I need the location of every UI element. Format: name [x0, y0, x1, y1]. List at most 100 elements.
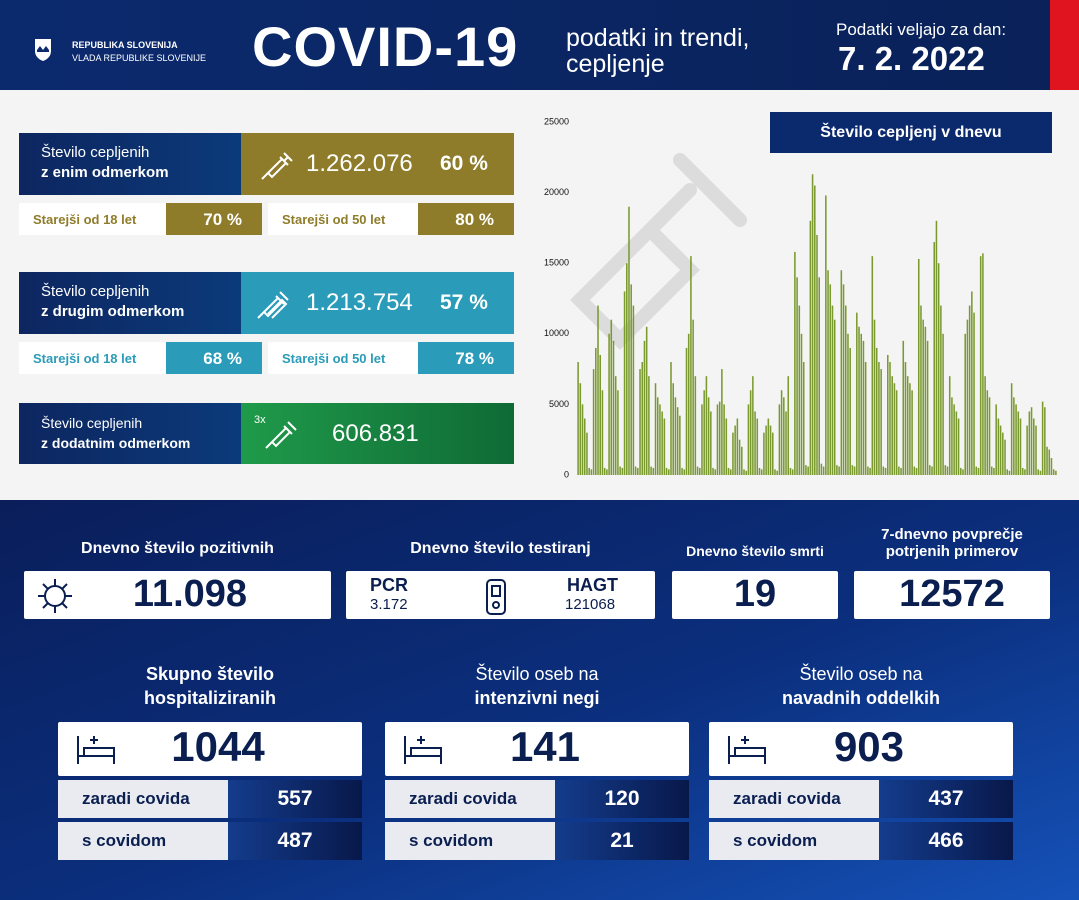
bar — [807, 466, 809, 475]
bar — [623, 291, 626, 475]
bar — [977, 467, 980, 475]
section-title: navadnih oddelkih — [781, 688, 941, 708]
syringe-icon — [261, 152, 293, 180]
bar — [858, 326, 860, 475]
syringe-icon — [265, 421, 297, 449]
positive-value: 11.098 — [132, 573, 248, 615]
bar — [862, 340, 865, 475]
bar — [946, 466, 949, 475]
bar — [811, 174, 814, 475]
bar — [895, 390, 898, 475]
bar — [603, 467, 606, 475]
bar — [637, 467, 639, 475]
bar — [590, 469, 593, 475]
bar — [1024, 469, 1026, 475]
bar — [586, 432, 588, 475]
row-value: 557 — [228, 780, 362, 818]
bar — [986, 390, 989, 475]
bar — [898, 466, 900, 475]
bar — [654, 383, 657, 475]
bed-icon — [76, 732, 116, 771]
bar — [966, 319, 969, 475]
dose-percent: 57 % — [440, 291, 488, 314]
bar — [864, 362, 867, 475]
bar — [610, 319, 613, 475]
average-value: 12572 — [899, 573, 1005, 615]
bar — [1041, 401, 1044, 475]
bar — [670, 362, 672, 475]
bar — [743, 469, 745, 475]
org-line: VLADA REPUBLIKE SLOVENIJE — [72, 53, 207, 63]
syringe-watermark — [570, 153, 747, 350]
bar — [979, 256, 982, 475]
bar — [710, 411, 712, 475]
bar — [860, 333, 863, 475]
bar — [674, 397, 677, 475]
bar — [760, 469, 763, 475]
bar — [601, 390, 604, 475]
bar — [1028, 411, 1031, 475]
subtitle: podatki in trendi, — [566, 24, 750, 52]
deaths-value: 19 — [733, 573, 777, 615]
red-stripe — [1050, 0, 1079, 90]
bar — [736, 418, 739, 475]
bar — [1050, 458, 1053, 475]
bar — [650, 466, 652, 475]
bar — [849, 347, 851, 475]
pcr-value: 3.172 — [370, 596, 408, 613]
bar — [763, 432, 765, 475]
section-title: Dnevno število smrti — [686, 543, 824, 559]
bar — [703, 390, 705, 475]
bar — [962, 469, 964, 475]
bar — [913, 466, 916, 475]
bar — [831, 305, 834, 475]
row-value: 120 — [555, 780, 689, 818]
bar — [738, 439, 741, 475]
bar — [668, 469, 670, 475]
bar — [906, 376, 909, 475]
bar — [614, 376, 617, 475]
bar — [1037, 469, 1039, 475]
bar — [1008, 470, 1011, 475]
age-label: Starejši od 18 let — [19, 342, 166, 374]
bar — [1010, 383, 1013, 475]
dose-label: Število cepljenih z dodatnim odmerkom — [19, 403, 241, 464]
bar — [971, 291, 973, 475]
bar — [581, 404, 584, 475]
bar — [741, 446, 743, 475]
bar — [851, 465, 854, 475]
bar — [588, 467, 590, 475]
section-title: Skupno število — [145, 664, 275, 684]
value-box — [854, 571, 1050, 619]
bar — [599, 354, 601, 475]
row-label: zaradi covida — [709, 780, 879, 818]
row-value: 487 — [228, 822, 362, 860]
bar — [1004, 439, 1006, 475]
bar — [802, 362, 805, 475]
bar — [727, 467, 730, 475]
bar — [787, 376, 790, 475]
bar — [747, 404, 750, 475]
bar — [630, 284, 632, 475]
bar — [679, 415, 681, 475]
section-title: Število oseb na — [799, 664, 923, 684]
bar — [758, 467, 761, 475]
bar — [842, 284, 845, 475]
bar — [955, 411, 958, 475]
bar — [929, 465, 931, 475]
bar — [871, 256, 874, 475]
bar — [847, 333, 849, 475]
bar — [606, 469, 608, 475]
bar — [984, 376, 986, 475]
bar — [687, 333, 690, 475]
bar — [643, 340, 646, 475]
bar — [780, 390, 783, 475]
bar — [632, 305, 635, 475]
bar — [988, 397, 991, 475]
bed-icon-svg — [404, 736, 442, 764]
bar — [729, 469, 732, 475]
bar — [705, 376, 708, 475]
bar — [942, 333, 944, 475]
bar — [1019, 418, 1022, 475]
bar — [805, 465, 807, 475]
